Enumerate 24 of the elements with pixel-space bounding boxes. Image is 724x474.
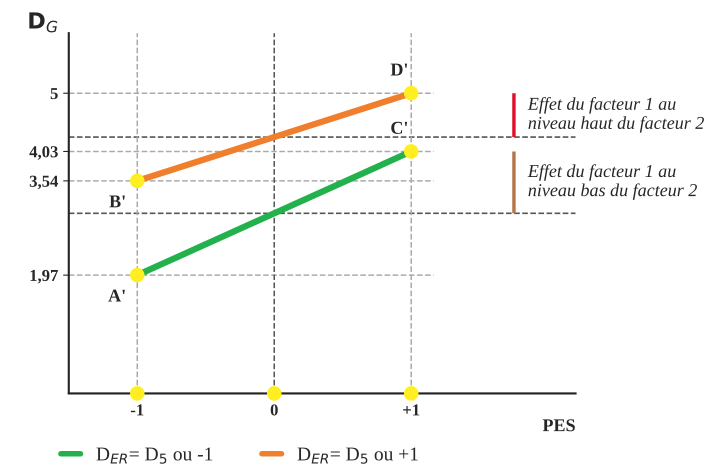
- x-axis-title: PES: [542, 419, 575, 432]
- point: [404, 86, 418, 101]
- x-tick-label: 0: [270, 404, 278, 416]
- point: [404, 144, 418, 159]
- y-tick-label: 1,97: [30, 270, 58, 284]
- point: [404, 386, 418, 401]
- y-axis-title: D$_{G}$: [29, 12, 58, 32]
- point: [130, 174, 145, 188]
- y-tick-label: 5: [50, 88, 58, 100]
- x-tick-label: -1: [130, 404, 144, 416]
- annotation: A': [108, 290, 125, 302]
- y-tick-label: 3,54: [30, 176, 58, 190]
- annotation: Effet du facteur 1 au niveau bas du facteur 2: [528, 164, 697, 200]
- point: [130, 386, 145, 401]
- point: [130, 268, 145, 282]
- legend-label: D$_{ER}$= D$_{5}$ ou -1: [96, 448, 212, 464]
- annotation: B': [109, 195, 125, 208]
- annotation: D': [390, 64, 408, 76]
- point: [266, 386, 282, 401]
- y-tick-label: 4,03: [29, 146, 58, 160]
- annotation: Effet du facteur 1 au niveau haut du facteur 2: [528, 97, 704, 133]
- x-tick-label: +1: [403, 404, 420, 416]
- annotation: C': [391, 122, 408, 134]
- legend-label: D$_{ER}$= D$_{5}$ ou +1: [298, 448, 418, 464]
